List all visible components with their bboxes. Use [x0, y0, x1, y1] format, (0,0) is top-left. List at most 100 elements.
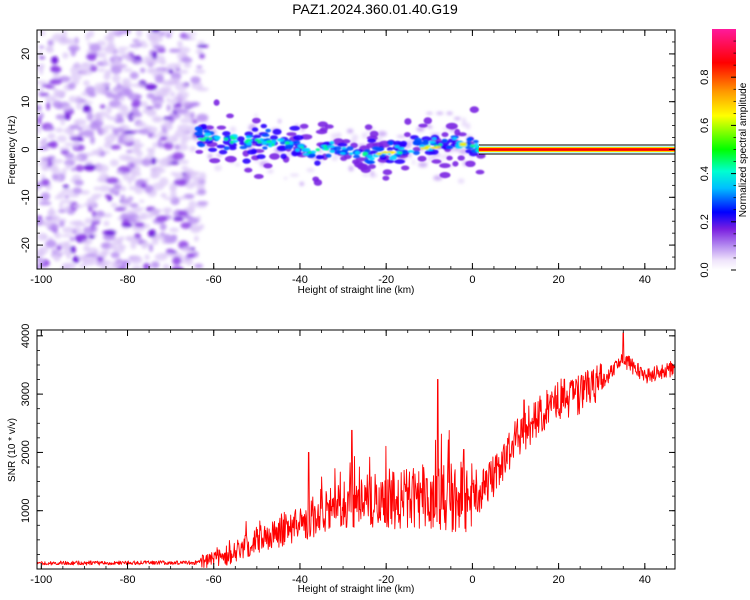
heatmap-haze-blob — [254, 113, 258, 119]
heatmap-signal-core — [423, 145, 431, 149]
heatmap-signal-blob — [276, 145, 288, 152]
heatmap-noise-blob — [189, 146, 197, 153]
heatmap-noise-blob — [98, 185, 112, 192]
heatmap-signal-blob — [472, 139, 479, 144]
heatmap-noise-blob — [37, 232, 48, 241]
spectrogram-ylabel: Frequency (Hz) — [7, 116, 18, 185]
spectrogram-xtick-label: -20 — [378, 274, 394, 286]
heatmap-haze-blob — [370, 173, 378, 178]
heatmap-signal-blob — [362, 151, 368, 155]
heatmap-noise-blob — [88, 92, 97, 98]
heatmap-noise-blob — [147, 148, 155, 158]
heatmap-signal-core — [430, 146, 439, 149]
heatmap-haze-blob — [351, 134, 359, 141]
heatmap-noise-blob — [141, 158, 152, 167]
heatmap-noise-blob — [136, 179, 146, 185]
heatmap-haze-blob — [214, 165, 222, 172]
heatmap-noise-blob — [90, 135, 95, 145]
heatmap-noise-blob — [166, 135, 176, 144]
heatmap-noise-blob — [66, 252, 72, 260]
heatmap-noise-blob — [68, 124, 80, 130]
heatmap-noise-blob — [175, 128, 188, 138]
heatmap-noise-blob — [37, 264, 41, 269]
heatmap-signal-blob — [324, 148, 329, 151]
heatmap-noise-blob — [107, 44, 115, 50]
heatmap-signal-blob — [307, 151, 312, 154]
heatmap-noise-blob — [95, 86, 103, 95]
heatmap-signal-blob — [382, 175, 390, 181]
heatmap-noise-blob — [150, 189, 157, 194]
heatmap-noise-blob — [168, 48, 181, 53]
heatmap-noise-blob — [52, 175, 59, 180]
heatmap-signal-blob — [364, 124, 373, 130]
heatmap-noise-blob — [146, 67, 159, 75]
heatmap-signal-blob — [245, 135, 252, 139]
heatmap-signal-blob — [271, 143, 275, 147]
snr-ylabel: SNR (10 * v/v) — [7, 418, 18, 482]
heatmap-noise-blob — [105, 177, 119, 184]
heatmap-carrier-edge — [478, 145, 675, 147]
heatmap-noise-blob — [83, 164, 96, 172]
heatmap-signal-blob — [417, 155, 427, 162]
heatmap-signal-blob — [404, 118, 412, 125]
heatmap-noise-blob — [121, 223, 134, 228]
heatmap-noise-blob — [126, 236, 132, 242]
heatmap-signal-blob — [247, 149, 256, 155]
heatmap-noise-blob — [144, 109, 157, 115]
heatmap-signal-blob — [322, 142, 332, 146]
heatmap-noise-blob — [64, 142, 76, 147]
heatmap-noise-blob — [45, 161, 53, 168]
heatmap-signal-blob — [366, 160, 374, 165]
heatmap-signal-blob — [242, 158, 251, 164]
heatmap-haze-blob — [229, 126, 237, 133]
heatmap-signal-blob — [216, 144, 226, 149]
heatmap-noise-blob — [105, 113, 111, 119]
spectrogram-ytick-label: 0 — [20, 146, 32, 152]
heatmap-haze-blob — [330, 133, 340, 139]
heatmap-signal-blob — [197, 138, 204, 140]
heatmap-noise-blob — [103, 57, 108, 67]
heatmap-noise-blob — [47, 211, 53, 217]
heatmap-noise-blob — [132, 83, 145, 88]
heatmap-noise-blob — [172, 152, 185, 161]
heatmap-signal-blob — [301, 147, 309, 152]
heatmap-signal-blob — [465, 160, 476, 167]
heatmap-noise-blob — [134, 112, 143, 118]
heatmap-signal-blob — [197, 142, 206, 148]
colorbar-tick-label: 0.8 — [699, 70, 711, 85]
heatmap-noise-blob — [176, 52, 186, 60]
spectrogram-ytick-label: -20 — [20, 237, 32, 253]
heatmap-noise-blob — [81, 239, 93, 244]
heatmap-noise-blob — [104, 194, 110, 199]
heatmap-noise-blob — [153, 100, 164, 104]
heatmap-noise-blob — [75, 234, 88, 241]
heatmap-signal-core — [387, 150, 395, 153]
heatmap-signal-blob — [315, 148, 320, 152]
heatmap-noise-blob — [93, 186, 100, 191]
heatmap-signal-blob — [457, 155, 465, 161]
heatmap-signal-blob — [295, 148, 300, 152]
heatmap-signal-blob — [216, 125, 227, 130]
colorbar-label: Normalized spectral amplitude — [738, 82, 749, 217]
heatmap-noise-blob — [170, 252, 183, 259]
heatmap-signal-blob — [254, 138, 260, 142]
heatmap-noise-blob — [151, 237, 159, 246]
heatmap-noise-blob — [113, 58, 120, 62]
heatmap-signal-blob — [333, 146, 342, 151]
heatmap-noise-blob — [39, 45, 45, 49]
heatmap-noise-blob — [116, 104, 127, 111]
heatmap-signal-blob — [387, 141, 394, 146]
spectrogram-ytick-label: 20 — [20, 48, 32, 60]
heatmap-noise-blob — [129, 71, 139, 80]
heatmap-noise-blob — [148, 244, 154, 252]
heatmap-signal-blob — [253, 174, 264, 179]
heatmap-signal-blob — [293, 135, 304, 141]
heatmap-noise-blob — [145, 106, 154, 110]
heatmap-noise-blob — [56, 135, 67, 143]
heatmap-signal-blob — [441, 132, 449, 138]
heatmap-noise-blob — [188, 200, 197, 210]
heatmap-signal-blob — [317, 121, 328, 128]
heatmap-noise-blob — [164, 123, 173, 131]
heatmap-noise-blob — [114, 190, 120, 196]
heatmap-noise-blob — [103, 220, 110, 227]
